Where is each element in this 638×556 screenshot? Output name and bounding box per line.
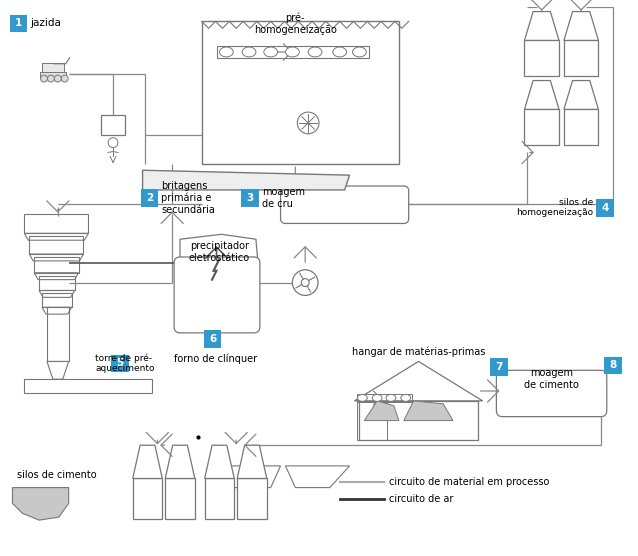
Bar <box>24 214 89 234</box>
Polygon shape <box>404 401 453 420</box>
Bar <box>241 189 259 207</box>
Text: 5: 5 <box>116 359 124 369</box>
Bar <box>133 479 162 519</box>
Polygon shape <box>564 81 598 110</box>
Polygon shape <box>133 445 162 479</box>
FancyBboxPatch shape <box>174 257 260 333</box>
Bar <box>101 115 125 135</box>
Ellipse shape <box>353 47 366 57</box>
Circle shape <box>292 270 318 295</box>
Text: precipitador
eletrostático: precipitador eletrostático <box>189 241 250 263</box>
Bar <box>564 110 598 145</box>
Ellipse shape <box>219 47 234 57</box>
Text: silos de cimento: silos de cimento <box>17 470 97 480</box>
Ellipse shape <box>401 394 411 401</box>
Text: hangar de matérias-primas: hangar de matérias-primas <box>352 346 486 356</box>
Text: torre de pré-
aquecimento: torre de pré- aquecimento <box>95 354 155 374</box>
Ellipse shape <box>372 394 382 401</box>
Text: moagem
de cru: moagem de cru <box>262 187 305 208</box>
Circle shape <box>54 75 61 82</box>
Text: jazida: jazida <box>30 18 61 28</box>
FancyBboxPatch shape <box>281 186 409 224</box>
Polygon shape <box>564 12 598 41</box>
Bar <box>29 236 84 254</box>
Text: 6: 6 <box>209 334 216 344</box>
Text: 2: 2 <box>146 193 153 203</box>
Bar <box>24 379 152 393</box>
Ellipse shape <box>333 47 346 57</box>
Text: 7: 7 <box>496 363 503 373</box>
Bar <box>10 14 27 32</box>
Ellipse shape <box>263 47 278 57</box>
Circle shape <box>61 75 68 82</box>
Bar <box>165 479 195 519</box>
Circle shape <box>301 279 309 286</box>
Text: britagens
primária e
secundária: britagens primária e secundária <box>161 181 215 215</box>
Bar <box>237 479 267 519</box>
Circle shape <box>297 112 319 134</box>
Polygon shape <box>180 234 259 299</box>
Polygon shape <box>142 170 350 190</box>
Bar <box>42 294 71 307</box>
Ellipse shape <box>285 47 299 57</box>
Text: circuito de material em processo: circuito de material em processo <box>389 476 549 486</box>
Bar <box>111 355 129 373</box>
Text: 8: 8 <box>609 360 616 370</box>
Ellipse shape <box>386 394 396 401</box>
Polygon shape <box>524 12 559 41</box>
Bar <box>359 401 478 440</box>
Circle shape <box>41 75 47 82</box>
Bar <box>39 276 75 290</box>
Text: pré-
homogeneização: pré- homogeneização <box>254 13 337 34</box>
Bar <box>47 307 69 361</box>
Bar <box>34 257 78 273</box>
Text: silos de
homogeneização: silos de homogeneização <box>516 198 593 217</box>
Bar <box>596 199 614 216</box>
Bar <box>216 46 369 58</box>
Bar <box>564 41 598 76</box>
Text: moagem
de cimento: moagem de cimento <box>524 368 579 390</box>
FancyBboxPatch shape <box>496 370 607 416</box>
Bar <box>202 22 399 165</box>
Text: forno de clínquer: forno de clínquer <box>174 354 257 364</box>
Polygon shape <box>237 445 267 479</box>
Bar <box>357 401 387 440</box>
Bar <box>204 330 221 348</box>
Bar <box>357 394 412 402</box>
Polygon shape <box>364 401 399 420</box>
Bar <box>524 110 559 145</box>
Bar <box>491 359 508 376</box>
Ellipse shape <box>357 394 367 401</box>
Polygon shape <box>205 445 234 479</box>
Bar <box>40 72 66 78</box>
Bar <box>205 479 234 519</box>
Bar <box>42 63 64 73</box>
Bar <box>524 41 559 76</box>
Ellipse shape <box>242 47 256 57</box>
Ellipse shape <box>308 47 322 57</box>
Bar <box>604 356 621 374</box>
Text: 4: 4 <box>601 203 609 213</box>
Circle shape <box>47 75 54 82</box>
Bar <box>140 189 158 207</box>
Text: circuito de ar: circuito de ar <box>389 494 454 504</box>
Text: 1: 1 <box>15 18 22 28</box>
Text: 3: 3 <box>246 193 254 203</box>
Polygon shape <box>165 445 195 479</box>
Polygon shape <box>13 488 69 520</box>
Polygon shape <box>524 81 559 110</box>
